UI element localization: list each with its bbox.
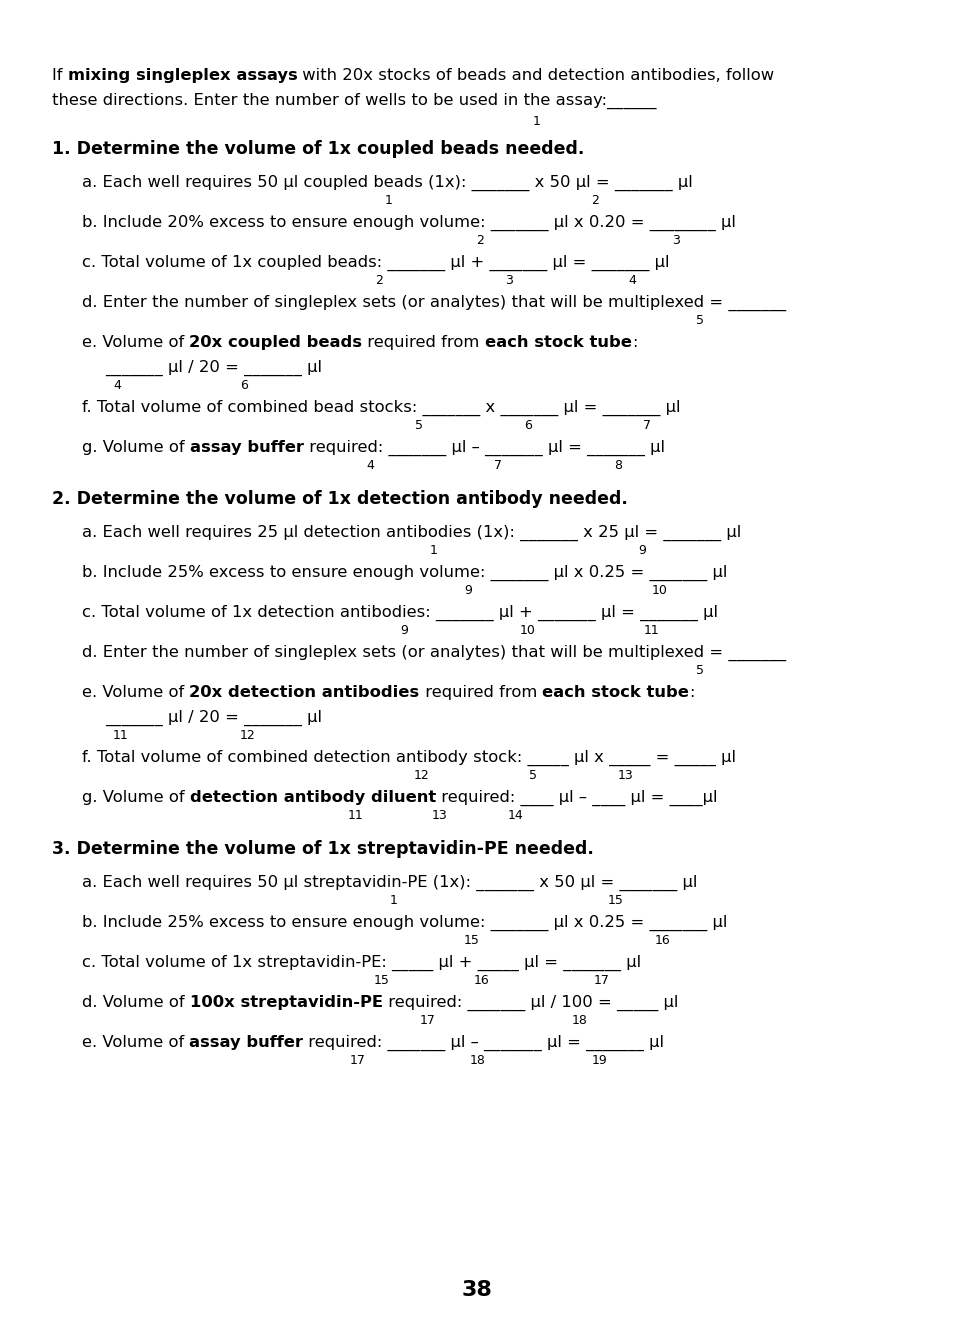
Text: :: : xyxy=(631,335,637,350)
Text: 13: 13 xyxy=(432,810,447,822)
Text: required: _______ μl / 100 = _____ μl: required: _______ μl / 100 = _____ μl xyxy=(382,995,678,1011)
Text: d. Enter the number of singleplex sets (or analytes) that will be multiplexed = : d. Enter the number of singleplex sets (… xyxy=(82,645,785,661)
Text: assay buffer: assay buffer xyxy=(190,440,304,456)
Text: c. Total volume of 1x streptavidin-PE: _____ μl + _____ μl = _______ μl: c. Total volume of 1x streptavidin-PE: _… xyxy=(82,955,640,971)
Text: 1: 1 xyxy=(385,194,393,207)
Text: 14: 14 xyxy=(507,810,523,822)
Text: required: ____ μl – ____ μl = ____μl: required: ____ μl – ____ μl = ____μl xyxy=(436,790,717,806)
Text: 5: 5 xyxy=(696,664,703,677)
Text: d. Enter the number of singleplex sets (or analytes) that will be multiplexed = : d. Enter the number of singleplex sets (… xyxy=(82,295,785,311)
Text: 17: 17 xyxy=(350,1054,366,1067)
Text: e. Volume of: e. Volume of xyxy=(82,335,190,350)
Text: 19: 19 xyxy=(592,1054,607,1067)
Text: a. Each well requires 25 μl detection antibodies (1x): _______ x 25 μl = _______: a. Each well requires 25 μl detection an… xyxy=(82,525,740,541)
Text: required from: required from xyxy=(419,685,541,700)
Text: 13: 13 xyxy=(618,770,633,782)
Text: 3: 3 xyxy=(504,274,513,287)
Text: 2: 2 xyxy=(476,234,483,247)
Text: 11: 11 xyxy=(643,624,659,637)
Text: 15: 15 xyxy=(374,974,390,987)
Text: 16: 16 xyxy=(655,934,670,947)
Text: 8: 8 xyxy=(614,460,621,472)
Text: these directions. Enter the number of wells to be used in the assay:______: these directions. Enter the number of we… xyxy=(52,94,656,110)
Text: b. Include 25% excess to ensure enough volume: _______ μl x 0.25 = _______ μl: b. Include 25% excess to ensure enough v… xyxy=(82,565,726,581)
Text: 16: 16 xyxy=(474,974,489,987)
Text: assay buffer: assay buffer xyxy=(190,1035,303,1050)
Text: 20x detection antibodies: 20x detection antibodies xyxy=(190,685,419,700)
Text: 2. Determine the volume of 1x detection antibody needed.: 2. Determine the volume of 1x detection … xyxy=(52,490,627,508)
Text: detection antibody diluent: detection antibody diluent xyxy=(190,790,436,806)
Text: 1: 1 xyxy=(533,115,540,128)
Text: 5: 5 xyxy=(696,314,703,327)
Text: 2: 2 xyxy=(375,274,382,287)
Text: 1: 1 xyxy=(430,544,437,557)
Text: 12: 12 xyxy=(414,770,429,782)
Text: 18: 18 xyxy=(470,1054,485,1067)
Text: 11: 11 xyxy=(112,729,129,741)
Text: 20x coupled beads: 20x coupled beads xyxy=(190,335,362,350)
Text: 5: 5 xyxy=(529,770,537,782)
Text: If: If xyxy=(52,68,68,83)
Text: with 20x stocks of beads and detection antibodies, follow: with 20x stocks of beads and detection a… xyxy=(297,68,774,83)
Text: g. Volume of: g. Volume of xyxy=(82,440,190,456)
Text: _______ μl / 20 = _______ μl: _______ μl / 20 = _______ μl xyxy=(105,359,322,377)
Text: 2: 2 xyxy=(590,194,598,207)
Text: 5: 5 xyxy=(415,420,422,432)
Text: c. Total volume of 1x detection antibodies: _______ μl + _______ μl = _______ μl: c. Total volume of 1x detection antibodi… xyxy=(82,605,718,621)
Text: 4: 4 xyxy=(627,274,636,287)
Text: 15: 15 xyxy=(463,934,479,947)
Text: 4: 4 xyxy=(366,460,374,472)
Text: f. Total volume of combined bead stocks: _______ x _______ μl = _______ μl: f. Total volume of combined bead stocks:… xyxy=(82,399,679,417)
Text: required from: required from xyxy=(362,335,485,350)
Text: 17: 17 xyxy=(594,974,609,987)
Text: _______ μl / 20 = _______ μl: _______ μl / 20 = _______ μl xyxy=(105,709,322,727)
Text: 10: 10 xyxy=(651,584,667,597)
Text: 3: 3 xyxy=(671,234,679,247)
Text: 100x streptavidin-PE: 100x streptavidin-PE xyxy=(190,995,382,1010)
Text: :: : xyxy=(688,685,694,700)
Text: mixing singleplex assays: mixing singleplex assays xyxy=(68,68,297,83)
Text: 17: 17 xyxy=(419,1014,436,1027)
Text: b. Include 20% excess to ensure enough volume: _______ μl x 0.20 = ________ μl: b. Include 20% excess to ensure enough v… xyxy=(82,215,735,231)
Text: 7: 7 xyxy=(494,460,501,472)
Text: g. Volume of: g. Volume of xyxy=(82,790,190,806)
Text: 4: 4 xyxy=(112,379,121,391)
Text: 3. Determine the volume of 1x streptavidin-PE needed.: 3. Determine the volume of 1x streptavid… xyxy=(52,840,594,858)
Text: 1: 1 xyxy=(390,894,397,907)
Text: 6: 6 xyxy=(240,379,248,391)
Text: f. Total volume of combined detection antibody stock: _____ μl x _____ = _____ μ: f. Total volume of combined detection an… xyxy=(82,749,735,767)
Text: 6: 6 xyxy=(523,420,532,432)
Text: 9: 9 xyxy=(638,544,645,557)
Text: a. Each well requires 50 μl streptavidin-PE (1x): _______ x 50 μl = _______ μl: a. Each well requires 50 μl streptavidin… xyxy=(82,875,697,891)
Text: required: _______ μl – _______ μl = _______ μl: required: _______ μl – _______ μl = ____… xyxy=(304,440,664,456)
Text: b. Include 25% excess to ensure enough volume: _______ μl x 0.25 = _______ μl: b. Include 25% excess to ensure enough v… xyxy=(82,915,726,931)
Text: 11: 11 xyxy=(348,810,363,822)
Text: 12: 12 xyxy=(240,729,255,741)
Text: e. Volume of: e. Volume of xyxy=(82,1035,190,1050)
Text: each stock tube: each stock tube xyxy=(485,335,631,350)
Text: 38: 38 xyxy=(461,1280,492,1300)
Text: 1. Determine the volume of 1x coupled beads needed.: 1. Determine the volume of 1x coupled be… xyxy=(52,140,584,158)
Text: 7: 7 xyxy=(642,420,650,432)
Text: e. Volume of: e. Volume of xyxy=(82,685,190,700)
Text: each stock tube: each stock tube xyxy=(541,685,688,700)
Text: d. Volume of: d. Volume of xyxy=(82,995,190,1010)
Text: 18: 18 xyxy=(572,1014,587,1027)
Text: 9: 9 xyxy=(463,584,472,597)
Text: 10: 10 xyxy=(519,624,536,637)
Text: 15: 15 xyxy=(607,894,623,907)
Text: a. Each well requires 50 μl coupled beads (1x): _______ x 50 μl = _______ μl: a. Each well requires 50 μl coupled bead… xyxy=(82,175,692,191)
Text: required: _______ μl – _______ μl = _______ μl: required: _______ μl – _______ μl = ____… xyxy=(303,1035,664,1051)
Text: c. Total volume of 1x coupled beads: _______ μl + _______ μl = _______ μl: c. Total volume of 1x coupled beads: ___… xyxy=(82,255,669,271)
Text: 9: 9 xyxy=(399,624,408,637)
